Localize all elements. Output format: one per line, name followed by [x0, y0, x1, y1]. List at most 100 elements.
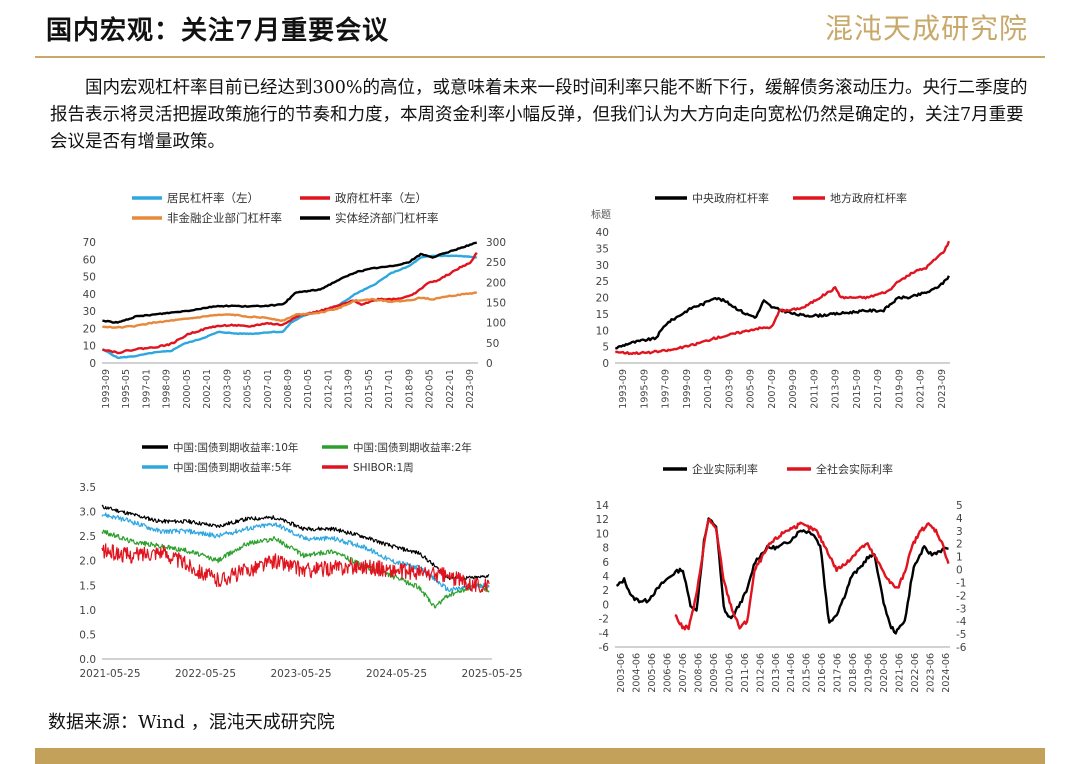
x-tick-label: 2012-01	[323, 369, 334, 409]
y-tick-left: 5	[602, 342, 609, 354]
legend-label-0: 中国:国债到期收益率:10年	[173, 441, 298, 454]
y-tick-right: -2	[956, 590, 966, 602]
x-tick-label: 1993-09	[101, 369, 112, 409]
chart-title: 标题	[591, 209, 611, 221]
y-tick-right: -1	[956, 577, 966, 589]
y-tick-left: 60	[83, 254, 96, 266]
x-tick-label: 2014-06	[786, 653, 797, 693]
x-tick-label: 1995-05	[121, 369, 132, 409]
y-tick-left: 40	[596, 227, 609, 239]
x-tick-label: 2003-09	[222, 369, 233, 409]
x-tick-label: 2023-05-25	[270, 668, 331, 680]
x-tick-label: 2020-05	[425, 369, 436, 409]
y-tick-left: 35	[596, 243, 609, 255]
y-tick-left: 3.0	[79, 507, 96, 519]
y-tick-left: 0	[602, 599, 609, 611]
y-tick-left: 40	[83, 289, 96, 301]
x-tick-label: 2015-09	[852, 369, 863, 409]
x-tick-label: 2000-05	[182, 369, 193, 409]
y-tick-left: 70	[83, 237, 96, 249]
y-tick-left: 6	[602, 557, 609, 569]
x-tick-label: 2013-09	[831, 369, 842, 409]
x-tick-label: 2002-01	[202, 369, 213, 409]
y-tick-left: 12	[596, 514, 609, 526]
y-tick-left: -6	[599, 642, 610, 654]
x-tick-label: 2025-05-25	[461, 668, 522, 680]
y-tick-right: 200	[486, 277, 506, 289]
y-tick-left: 14	[596, 500, 610, 512]
y-tick-left: 30	[596, 260, 609, 272]
y-tick-left: 10	[596, 325, 609, 337]
x-tick-label: 1995-09	[639, 369, 650, 409]
y-tick-right: 0	[956, 565, 963, 577]
y-tick-right: 0	[486, 358, 493, 370]
x-tick-label: 2017-01	[384, 369, 395, 409]
y-tick-right: 5	[956, 500, 963, 512]
data-source: 数据来源：Wind ，混沌天成研究院	[48, 712, 335, 733]
y-tick-left: 25	[596, 276, 609, 288]
x-tick-label: 2018-09	[404, 369, 415, 409]
x-tick-label: 2001-09	[703, 369, 714, 409]
x-tick-label: 2017-09	[873, 369, 884, 409]
real-rate-chart: 企业实际利率 全社会实际利率-6-4-202468101214-6-5-4-3-2…	[596, 462, 967, 693]
x-tick-label: 1997-01	[141, 369, 152, 409]
x-tick-label: 2005-06	[647, 653, 658, 693]
x-tick-label: 2015-06	[802, 653, 813, 693]
x-tick-label: 2011-06	[740, 653, 751, 693]
x-tick-label: 2021-09	[916, 369, 927, 409]
series-line-3	[101, 543, 490, 593]
legend-label-0: 企业实际利率	[692, 462, 758, 476]
y-tick-left: 0	[89, 358, 96, 370]
series-line-2	[102, 291, 478, 329]
x-tick-label: 2022-05-25	[175, 668, 236, 680]
x-tick-label: 2010-06	[724, 653, 735, 693]
y-tick-left: 2.5	[79, 531, 96, 543]
x-tick-label: 1998-09	[162, 369, 173, 409]
legend-label-1: 政府杠杆率（左）	[335, 191, 427, 205]
series-line-1	[101, 529, 490, 609]
x-tick-label: 2008-09	[283, 369, 294, 409]
y-tick-left: 0.0	[79, 654, 96, 666]
x-tick-label: 2023-09	[937, 369, 948, 409]
legend-label-1: 全社会实际利率	[816, 462, 893, 476]
series-line-3	[102, 241, 477, 324]
y-tick-right: 150	[486, 298, 506, 310]
logo-text: 混沌天成研究院	[825, 12, 1028, 45]
x-tick-label: 1997-09	[661, 369, 672, 409]
x-tick-label: 2023-09	[465, 369, 476, 409]
y-tick-right: 4	[956, 513, 963, 525]
y-tick-right: -6	[956, 642, 967, 654]
x-tick-label: 1999-09	[682, 369, 693, 409]
y-tick-left: -4	[599, 628, 610, 640]
x-tick-label: 2019-06	[864, 653, 875, 693]
series-line-0	[101, 254, 478, 360]
series-line-1	[674, 518, 950, 631]
y-tick-left: 10	[83, 341, 96, 353]
x-tick-label: 2013-09	[344, 369, 355, 409]
y-tick-left: 3.5	[79, 482, 96, 494]
y-tick-right: -5	[956, 629, 966, 641]
footer-bar	[35, 748, 1045, 764]
y-tick-left: 2	[602, 585, 609, 597]
x-tick-label: 2015-05	[364, 369, 375, 409]
leverage-chart: 居民杠杆率（左） 政府杠杆率（左） 非金融企业部门杠杆率 实体经济部门杠杆率 0 10 20…	[83, 191, 506, 409]
x-tick-label: 2008-06	[693, 653, 704, 693]
y-tick-left: 2.0	[79, 556, 96, 568]
x-tick-label: 2007-09	[767, 369, 778, 409]
y-tick-right: -3	[956, 603, 966, 615]
y-tick-right: 3	[956, 526, 963, 538]
legend-label-2: 非金融企业部门杠杆率	[167, 211, 282, 225]
x-tick-label: 2013-06	[771, 653, 782, 693]
x-tick-label: 1993-09	[618, 369, 629, 409]
y-tick-left: 1.0	[79, 605, 96, 617]
y-tick-right: 300	[486, 237, 506, 249]
x-tick-label: 2010-05	[303, 369, 314, 409]
x-tick-label: 2024-06	[941, 653, 952, 693]
x-tick-label: 2005-09	[746, 369, 757, 409]
series-line-1	[615, 240, 951, 356]
page-title: 国内宏观：关注7月重要会议	[46, 16, 390, 46]
x-tick-label: 2009-06	[709, 653, 720, 693]
x-tick-label: 2007-01	[263, 369, 274, 409]
y-tick-left: 15	[596, 309, 609, 321]
